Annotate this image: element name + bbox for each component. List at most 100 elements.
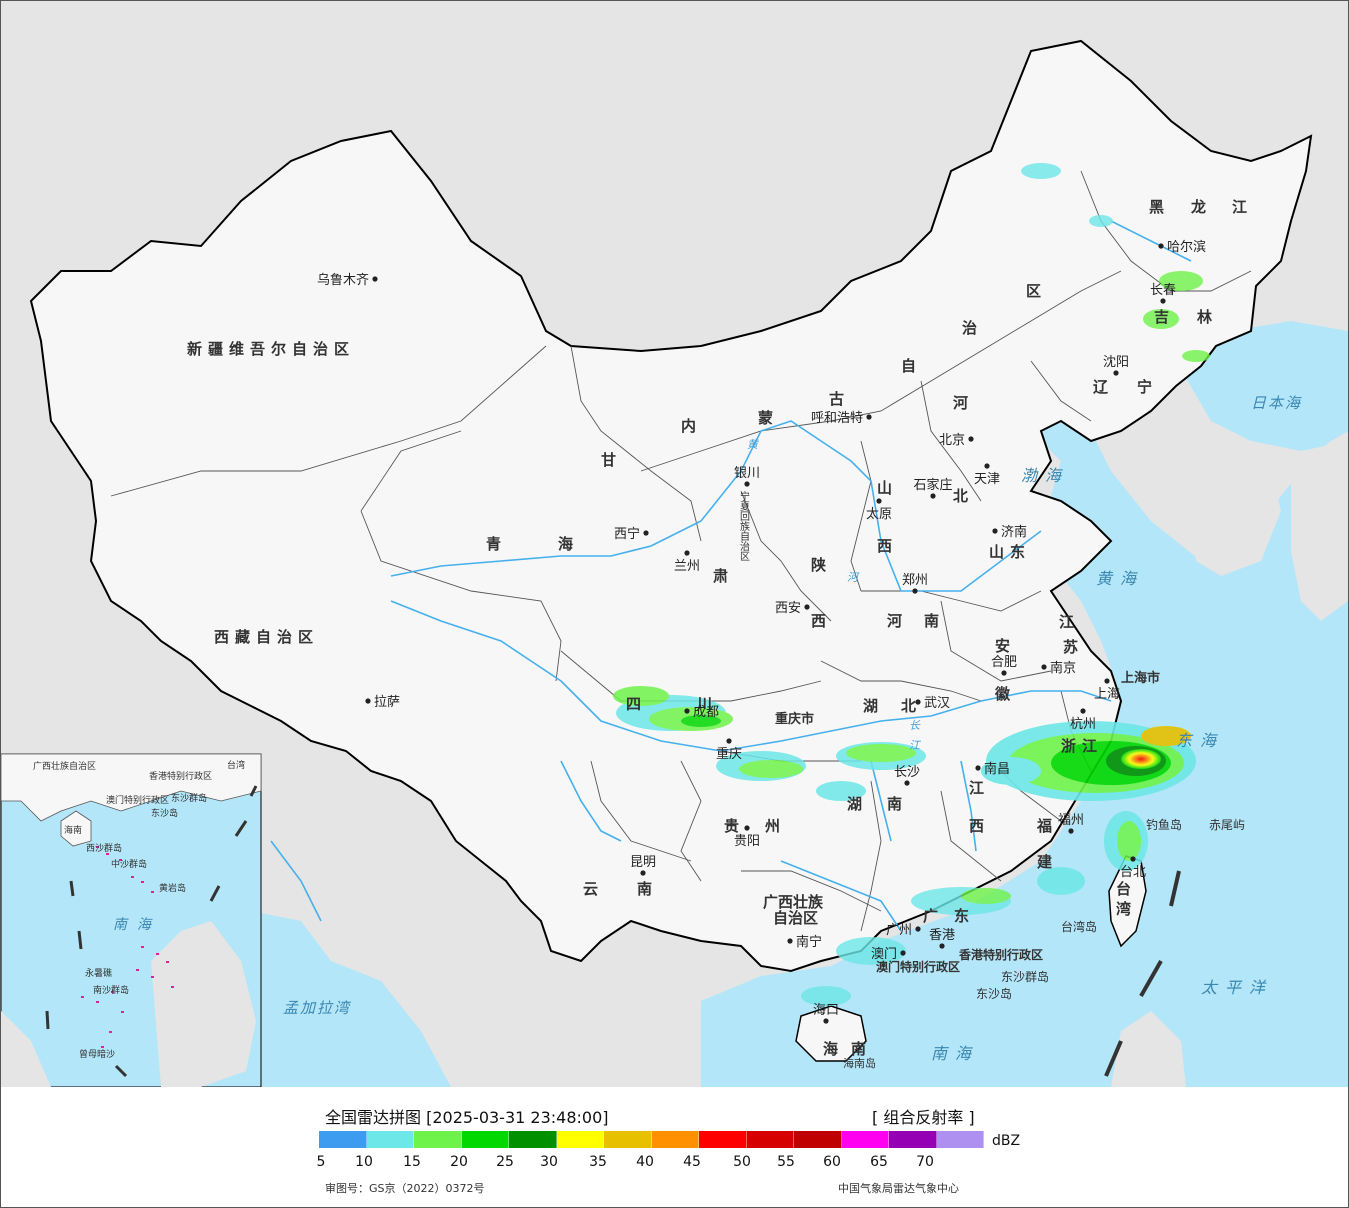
legend-tick-55: 55: [777, 1154, 795, 1170]
city-dot-shanghai: [1104, 678, 1110, 684]
label-guangdong-1: 广: [923, 907, 944, 925]
city-dot-taiyuan: [876, 498, 882, 504]
label-fujian-1: 福: [1036, 817, 1058, 835]
city-dot-nanjing: [1041, 664, 1047, 670]
legend-tick-30: 30: [540, 1154, 558, 1170]
city-dot-lanzhou: [684, 550, 690, 556]
radar-echoes: [613, 163, 1210, 1006]
echo-fujian-taiwan-strait: [1037, 811, 1148, 895]
city-label-jinan: 济南: [1001, 524, 1027, 540]
label-jiangsu-2: 苏: [1063, 638, 1084, 656]
city-label-hefei: 合肥: [991, 655, 1017, 670]
city-label-xining: 西宁: [614, 526, 640, 542]
city-dot-aomen: [900, 950, 906, 956]
city-dot-changsha: [904, 780, 910, 786]
label-taiwan-2: 湾: [1116, 900, 1137, 918]
label-chiweiyu: 赤尾屿: [1209, 818, 1245, 832]
city-label-aomen: 澳门: [871, 946, 897, 962]
label-heilongjiang-2: 龙: [1190, 198, 1212, 216]
legend-panel: 全国雷达拼图 [2025-03-31 23:48:00] [ 组合反射率 ] d…: [0, 1088, 1349, 1208]
label-river-huang: 黄: [747, 438, 760, 451]
city-dot-hangzhou: [1080, 708, 1086, 714]
taiwan-island: [1108, 855, 1147, 948]
city-dot-guiyang: [744, 825, 750, 831]
city-label-nanning: 南宁: [796, 934, 822, 950]
label-jiangxi-1: 江: [969, 779, 990, 797]
label-gansu-2: 肃: [713, 567, 734, 585]
label-neimenggu-6: 区: [1026, 282, 1047, 300]
label-hubei-2: 北: [901, 697, 922, 715]
city-dot-hefei: [1001, 670, 1007, 676]
label-liaoning-1: 辽: [1093, 378, 1114, 396]
label-yunnan-2: 南: [637, 880, 658, 898]
river-labels: 黄 河 长 江: [747, 438, 921, 752]
city-label-xian: 西安: [775, 601, 801, 616]
label-qinghai-1: 青: [486, 535, 507, 553]
echo-sichuan-chongqing: [613, 686, 806, 781]
label-yunnan-1: 云: [583, 880, 604, 898]
city-markers: 乌鲁木齐拉萨西宁兰州银川呼和浩特北京天津石家庄太原济南沈阳长春哈尔滨郑州西安合肥…: [317, 239, 1206, 1024]
province-labels: 新疆维吾尔自治区 西藏自治区 青 海 甘 肃 内 蒙 古 自 治 区 黑 龙 江…: [187, 198, 1253, 1058]
city-label-haerbin: 哈尔滨: [1167, 239, 1206, 255]
label-neimenggu-3: 古: [829, 390, 850, 408]
label-henan-1: 河: [887, 612, 908, 630]
label-huanghai: 黄海: [1096, 569, 1144, 588]
label-hainandao: 海南岛: [843, 1056, 876, 1070]
label-heilongjiang-1: 黑: [1149, 198, 1170, 216]
island-labels: 钓鱼岛 赤尾屿 台湾岛 东沙群岛 东沙岛 海南岛: [843, 817, 1245, 1070]
label-jiangsu-1: 江: [1059, 613, 1080, 631]
label-ningxia: 宁夏回族自治区: [738, 490, 750, 561]
label-hunan-2: 南: [887, 795, 908, 813]
label-guangdong-2: 东: [954, 907, 975, 925]
data-source: 中国气象局雷达气象中心: [838, 1182, 959, 1195]
city-label-wuhan: 武汉: [924, 696, 950, 711]
label-guangxi-2: 自治区: [773, 909, 818, 927]
inset-label-dongshaqundao: 东沙群岛: [171, 792, 207, 804]
radar-map[interactable]: 新疆维吾尔自治区 西藏自治区 青 海 甘 肃 内 蒙 古 自 治 区 黑 龙 江…: [1, 1, 1348, 1087]
legend-tick-70: 70: [916, 1154, 934, 1170]
city-dot-huhehaote: [866, 414, 872, 420]
inset-label-zengmu: 曾母暗沙: [79, 1048, 115, 1060]
city-label-hangzhou: 杭州: [1070, 717, 1096, 732]
city-dot-haerbin: [1158, 243, 1164, 249]
city-dot-nanning: [787, 938, 793, 944]
sea-labels: 渤海 黄海 东海 南海 太平洋 日本海 孟加拉湾: [283, 394, 1300, 1063]
inset-label-xianggang: 香港特别行政区: [149, 770, 212, 782]
label-hongkong: 香港特别行政区: [958, 947, 1043, 962]
city-label-xianggang: 香港: [929, 928, 955, 943]
inset-label-xisha: 西沙群岛: [86, 842, 122, 854]
label-bohai: 渤海: [1021, 466, 1069, 485]
legend-tick-15: 15: [403, 1154, 421, 1170]
label-neimenggu-5: 治: [962, 319, 983, 337]
label-jilin-2: 林: [1197, 308, 1218, 326]
city-label-changchun: 长春: [1150, 283, 1176, 298]
city-dot-tianjin: [984, 463, 990, 469]
color-swatch-15: [414, 1131, 462, 1148]
city-dot-jinan: [992, 528, 998, 534]
inset-label-dongshadao: 东沙岛: [151, 807, 178, 819]
sea-japan: [1176, 321, 1348, 451]
city-label-nanjing: 南京: [1050, 660, 1076, 676]
city-dot-yinchuan: [744, 481, 750, 487]
city-dot-zhengzhou: [912, 588, 918, 594]
color-swatch-40: [651, 1131, 699, 1148]
label-jiangxi-2: 西: [969, 817, 990, 835]
legend-title: 全国雷达拼图 [2025-03-31 23:48:00]: [325, 1108, 609, 1127]
label-chongqing: 重庆市: [775, 711, 814, 727]
city-label-beijing: 北京: [939, 433, 965, 448]
label-taiwandao: 台湾岛: [1061, 919, 1097, 934]
city-label-fuzhou: 福州: [1058, 813, 1084, 828]
label-heilongjiang-3: 江: [1232, 198, 1253, 216]
label-neimenggu-1: 内: [681, 417, 702, 435]
label-anhui-2: 徽: [994, 685, 1016, 703]
city-label-nanchang: 南昌: [984, 761, 1010, 777]
city-dot-chengdu: [684, 708, 690, 714]
label-hebei-2: 北: [953, 487, 974, 505]
color-swatch-65: [889, 1131, 937, 1148]
color-swatch-20: [461, 1131, 509, 1148]
city-dot-wulumuqi: [372, 276, 378, 282]
land-japan: [1291, 431, 1348, 621]
label-xizang: 西藏自治区: [214, 628, 319, 646]
label-macao: 澳门特别行政区: [876, 959, 960, 974]
city-dot-wuhan: [915, 699, 921, 705]
